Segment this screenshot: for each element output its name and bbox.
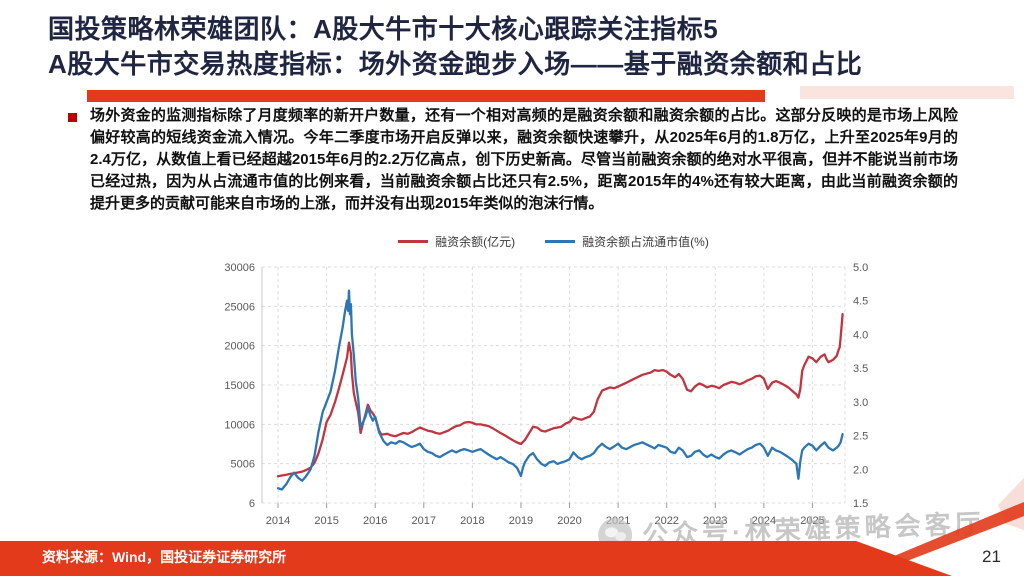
left-axis-tick-label: 25006	[224, 301, 255, 313]
series-line-margin-balance	[276, 313, 844, 478]
title-underline-faint-bar	[800, 86, 1014, 99]
watermark-text: 公众号·林荣雄策略会客厅	[641, 508, 986, 551]
chart-legend: 融资余额(亿元) 融资余额占流通市值(%)	[262, 233, 845, 250]
left-axis-tick-label: 10006	[224, 419, 255, 431]
left-axis-tick-label: 15006	[224, 380, 255, 392]
legend-label-margin-balance: 融资余额(亿元)	[435, 235, 516, 249]
right-axis-tick-label: 4.0	[853, 329, 868, 341]
title-line-2: A股大牛市交易热度指标：场外资金跑步入场——基于融资余额和占比	[48, 49, 863, 79]
left-axis-tick-label: 30006	[224, 262, 255, 274]
title-line-1: 国投策略林荣雄团队：A股大牛市十大核心跟踪关注指标5	[48, 14, 719, 44]
left-axis-tick-label: 6	[249, 498, 255, 510]
legend-line-blue-icon	[545, 240, 576, 243]
watermark: 公众号·林荣雄策略会客厅	[597, 503, 985, 553]
right-axis-tick-label: 2.0	[853, 464, 868, 476]
x-axis-tick-label: 2014	[266, 515, 290, 527]
left-axis-tick-label: 5006	[231, 459, 255, 471]
corner-decor-faint	[998, 478, 1024, 530]
x-axis-tick-label: 2018	[460, 515, 484, 527]
x-axis-tick-label: 2017	[412, 515, 436, 527]
x-axis-tick-label: 2016	[363, 515, 387, 527]
wechat-icon	[597, 517, 633, 553]
x-axis-tick-label: 2019	[509, 515, 533, 527]
legend-line-red-icon	[398, 240, 429, 243]
series-line-margin-ratio	[276, 289, 844, 491]
right-axis-tick-label: 4.5	[853, 296, 868, 308]
legend-label-margin-ratio: 融资余额占流通市值(%)	[582, 235, 709, 249]
body-paragraph: 场外资金的监测指标除了月度频率的新开户数量，还有一个相对高频的是融资余额和融资余…	[90, 107, 958, 212]
legend-item-margin-balance: 融资余额(亿元)	[398, 233, 515, 250]
left-axis-tick-label: 20006	[224, 341, 255, 353]
right-axis-tick-label: 5.0	[853, 262, 868, 274]
x-axis-tick-label: 2020	[557, 515, 581, 527]
source-attribution: 资料来源：Wind，国投证券证券研究所	[42, 549, 287, 565]
legend-item-margin-ratio: 融资余额占流通市值(%)	[545, 233, 709, 250]
right-axis-tick-label: 3.5	[853, 363, 868, 375]
x-axis-tick-label: 2015	[314, 515, 338, 527]
right-axis-tick-label: 3.0	[853, 397, 868, 409]
bullet-square-icon	[68, 113, 77, 122]
right-axis-tick-label: 2.5	[853, 431, 868, 443]
page-title: 国投策略林荣雄团队：A股大牛市十大核心跟踪关注指标5 A股大牛市交易热度指标：场…	[48, 12, 862, 82]
title-underline-bar	[87, 90, 765, 102]
page-number: 21	[982, 547, 1001, 566]
